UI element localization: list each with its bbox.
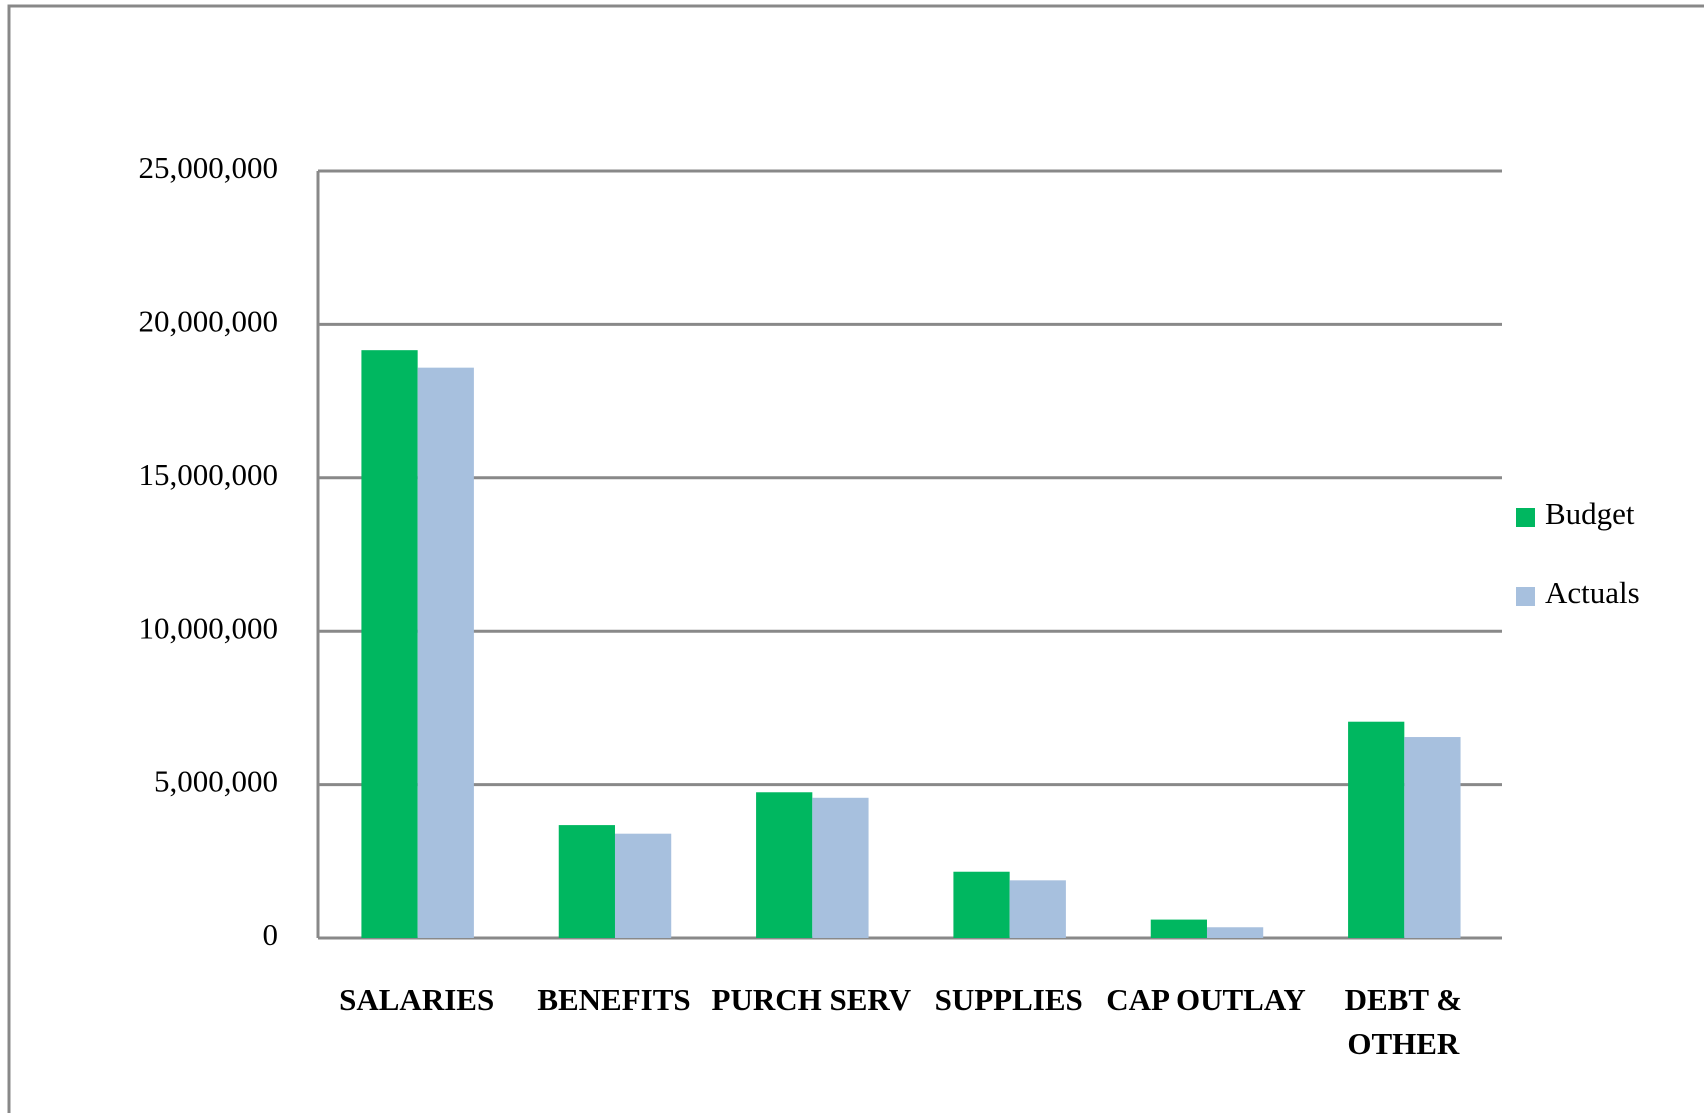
y-tick-label: 10,000,000 (139, 610, 279, 645)
bar (1206, 927, 1264, 938)
legend-swatch (1516, 587, 1535, 606)
x-tick-label: PURCH SERV (711, 982, 912, 1017)
legend-swatch (1516, 508, 1535, 527)
bar (1348, 721, 1405, 938)
x-tick-label: SUPPLIES (934, 982, 1083, 1017)
y-tick-label: 15,000,000 (139, 457, 279, 492)
legend-label: Budget (1545, 496, 1635, 531)
bar (417, 367, 474, 938)
frame (7, 4, 1704, 1113)
legend-label: Actuals (1545, 575, 1640, 610)
bar (1404, 737, 1461, 938)
bar (1150, 919, 1207, 938)
x-tick-label: SALARIES (339, 982, 495, 1017)
y-tick-label: 20,000,000 (139, 304, 279, 339)
bar (361, 350, 418, 938)
y-tick-label: 0 (263, 917, 279, 952)
y-tick-label: 25,000,000 (139, 150, 279, 185)
bar (756, 792, 813, 938)
x-tick-label: BENEFITS (537, 982, 691, 1017)
bar (558, 825, 615, 938)
y-tick-label: 5,000,000 (154, 764, 278, 799)
bar (614, 833, 672, 938)
bar (953, 871, 1010, 938)
x-tick-label: DEBT & OTHER (1344, 982, 1463, 1061)
bar (812, 797, 869, 938)
bar (1009, 880, 1066, 938)
x-tick-label: CAP OUTLAY (1106, 982, 1306, 1017)
